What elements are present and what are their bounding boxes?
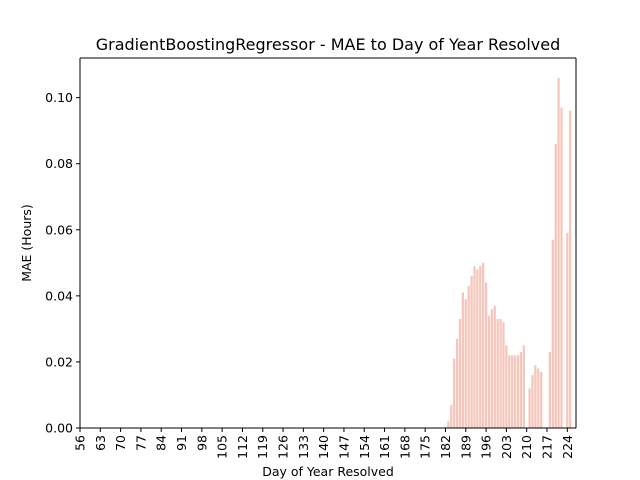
- bar-day-198: [490, 309, 494, 428]
- x-tick-label: 84: [154, 435, 169, 451]
- x-tick-label: 147: [336, 435, 351, 459]
- bar-day-215: [540, 371, 543, 428]
- bar-day-194: [479, 266, 482, 429]
- x-tick-label: 140: [316, 435, 331, 459]
- bar-day-222: [560, 107, 563, 429]
- bar-day-208: [519, 352, 523, 428]
- x-tick-label: 133: [296, 435, 311, 459]
- bar-day-202: [502, 322, 505, 428]
- bar-day-218: [548, 352, 552, 428]
- bar-day-193: [476, 269, 479, 428]
- bar-day-187: [458, 318, 462, 428]
- bar-day-207: [516, 355, 520, 428]
- x-tick-label: 70: [113, 435, 128, 451]
- bar-day-200: [496, 318, 499, 428]
- bar-day-183: [447, 421, 450, 428]
- x-tick-label: 203: [499, 435, 514, 459]
- bar-day-196: [484, 282, 488, 428]
- x-tick-label: 189: [458, 435, 473, 459]
- x-tick-label: 168: [397, 435, 412, 459]
- x-tick-label: 119: [255, 435, 270, 459]
- bar-day-197: [487, 315, 491, 428]
- y-axis-label: MAE (Hours): [19, 204, 34, 282]
- bar-day-219: [551, 239, 554, 428]
- y-tick-label: 0.02: [45, 354, 73, 369]
- bar-day-203: [505, 345, 508, 428]
- x-tick-label: 154: [357, 435, 372, 459]
- bar-day-212: [531, 375, 534, 428]
- bar-day-186: [455, 338, 459, 428]
- bar-day-221: [557, 77, 560, 428]
- bar-day-213: [534, 365, 537, 428]
- bar-day-220: [554, 143, 557, 428]
- axes-frame: [79, 57, 577, 429]
- y-tick-label: 0.00: [45, 421, 73, 436]
- x-tick-label: 56: [73, 435, 88, 451]
- x-axis-label: Day of Year Resolved: [262, 464, 394, 479]
- bar-day-195: [482, 262, 485, 428]
- x-tick-label: 112: [235, 435, 250, 459]
- x-tick-label: 98: [194, 435, 209, 451]
- x-axis-ticks: 56 63 70 77 84 91 98 105 112 119 126 133 140 147 154 16…: [73, 428, 575, 459]
- bar-day-199: [493, 305, 496, 428]
- bar-day-201: [499, 318, 502, 428]
- bar-day-191: [470, 276, 473, 428]
- y-axis-ticks: 0.00 0.02 0.04 0.06 0.08 0.10: [45, 90, 80, 436]
- x-tick-label: 105: [215, 435, 230, 459]
- x-tick-label: 175: [418, 435, 433, 459]
- x-tick-label: 196: [479, 435, 494, 459]
- bar-day-225: [569, 110, 572, 429]
- bar-day-224: [566, 233, 569, 428]
- bar-day-185: [453, 358, 456, 429]
- y-tick-label: 0.08: [45, 156, 73, 171]
- bar-day-204: [508, 355, 511, 428]
- bar-day-206: [513, 355, 517, 428]
- chart-title: GradientBoostingRegressor - MAE to Day o…: [96, 35, 561, 54]
- y-tick-label: 0.10: [45, 90, 73, 105]
- x-tick-label: 126: [276, 435, 291, 459]
- x-tick-label: 217: [539, 435, 554, 459]
- x-tick-label: 77: [133, 435, 148, 451]
- bar-day-192: [473, 266, 476, 429]
- y-tick-label: 0.04: [45, 288, 73, 303]
- bar-day-189: [464, 299, 467, 428]
- x-tick-label: 91: [174, 435, 189, 451]
- bar-day-188: [461, 292, 465, 428]
- bar-series: [447, 77, 572, 429]
- bar-day-214: [537, 368, 540, 428]
- x-tick-label: 182: [438, 435, 453, 459]
- x-tick-label: 63: [93, 435, 108, 451]
- x-tick-label: 161: [377, 435, 392, 459]
- bar-day-205: [511, 355, 514, 428]
- y-tick-label: 0.06: [45, 222, 73, 237]
- bar-day-209: [522, 345, 525, 428]
- x-tick-label: 224: [560, 435, 575, 459]
- x-tick-label: 210: [519, 435, 534, 459]
- bar-day-184: [450, 404, 453, 429]
- bar-day-190: [467, 285, 470, 428]
- bar-day-211: [528, 388, 531, 428]
